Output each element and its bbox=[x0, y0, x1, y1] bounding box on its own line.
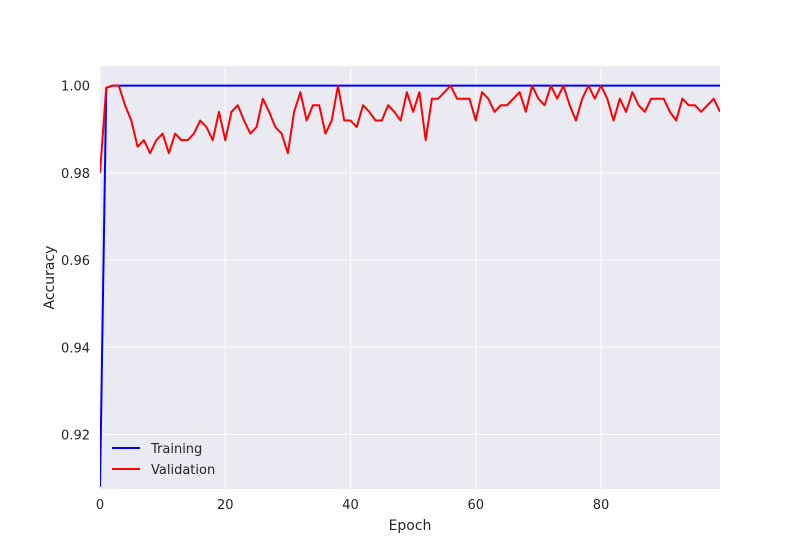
x-tick-label: 40 bbox=[342, 498, 359, 513]
y-tick-label: 0.94 bbox=[61, 341, 90, 356]
series-lines bbox=[100, 84, 720, 487]
x-axis-label: Epoch bbox=[389, 518, 432, 534]
y-tick-label: 1.00 bbox=[61, 80, 90, 95]
tick-labels: 0 20 40 60 80 0.92 0.94 0.96 0.98 1.00 bbox=[61, 80, 609, 513]
plot-background bbox=[100, 66, 720, 489]
legend: Training Validation bbox=[112, 442, 215, 478]
legend-label-validation: Validation bbox=[151, 463, 215, 478]
x-tick-label: 60 bbox=[467, 498, 484, 513]
y-tick-label: 0.98 bbox=[61, 167, 90, 182]
series-line-training bbox=[100, 84, 720, 487]
y-tick-label: 0.96 bbox=[61, 254, 90, 269]
x-tick-label: 0 bbox=[96, 498, 104, 513]
x-tick-label: 20 bbox=[217, 498, 234, 513]
y-tick-label: 0.92 bbox=[61, 428, 90, 443]
legend-label-training: Training bbox=[150, 442, 202, 457]
series-line-validation bbox=[100, 84, 720, 173]
x-tick-label: 80 bbox=[593, 498, 610, 513]
y-axis-label: Accuracy bbox=[42, 246, 58, 310]
